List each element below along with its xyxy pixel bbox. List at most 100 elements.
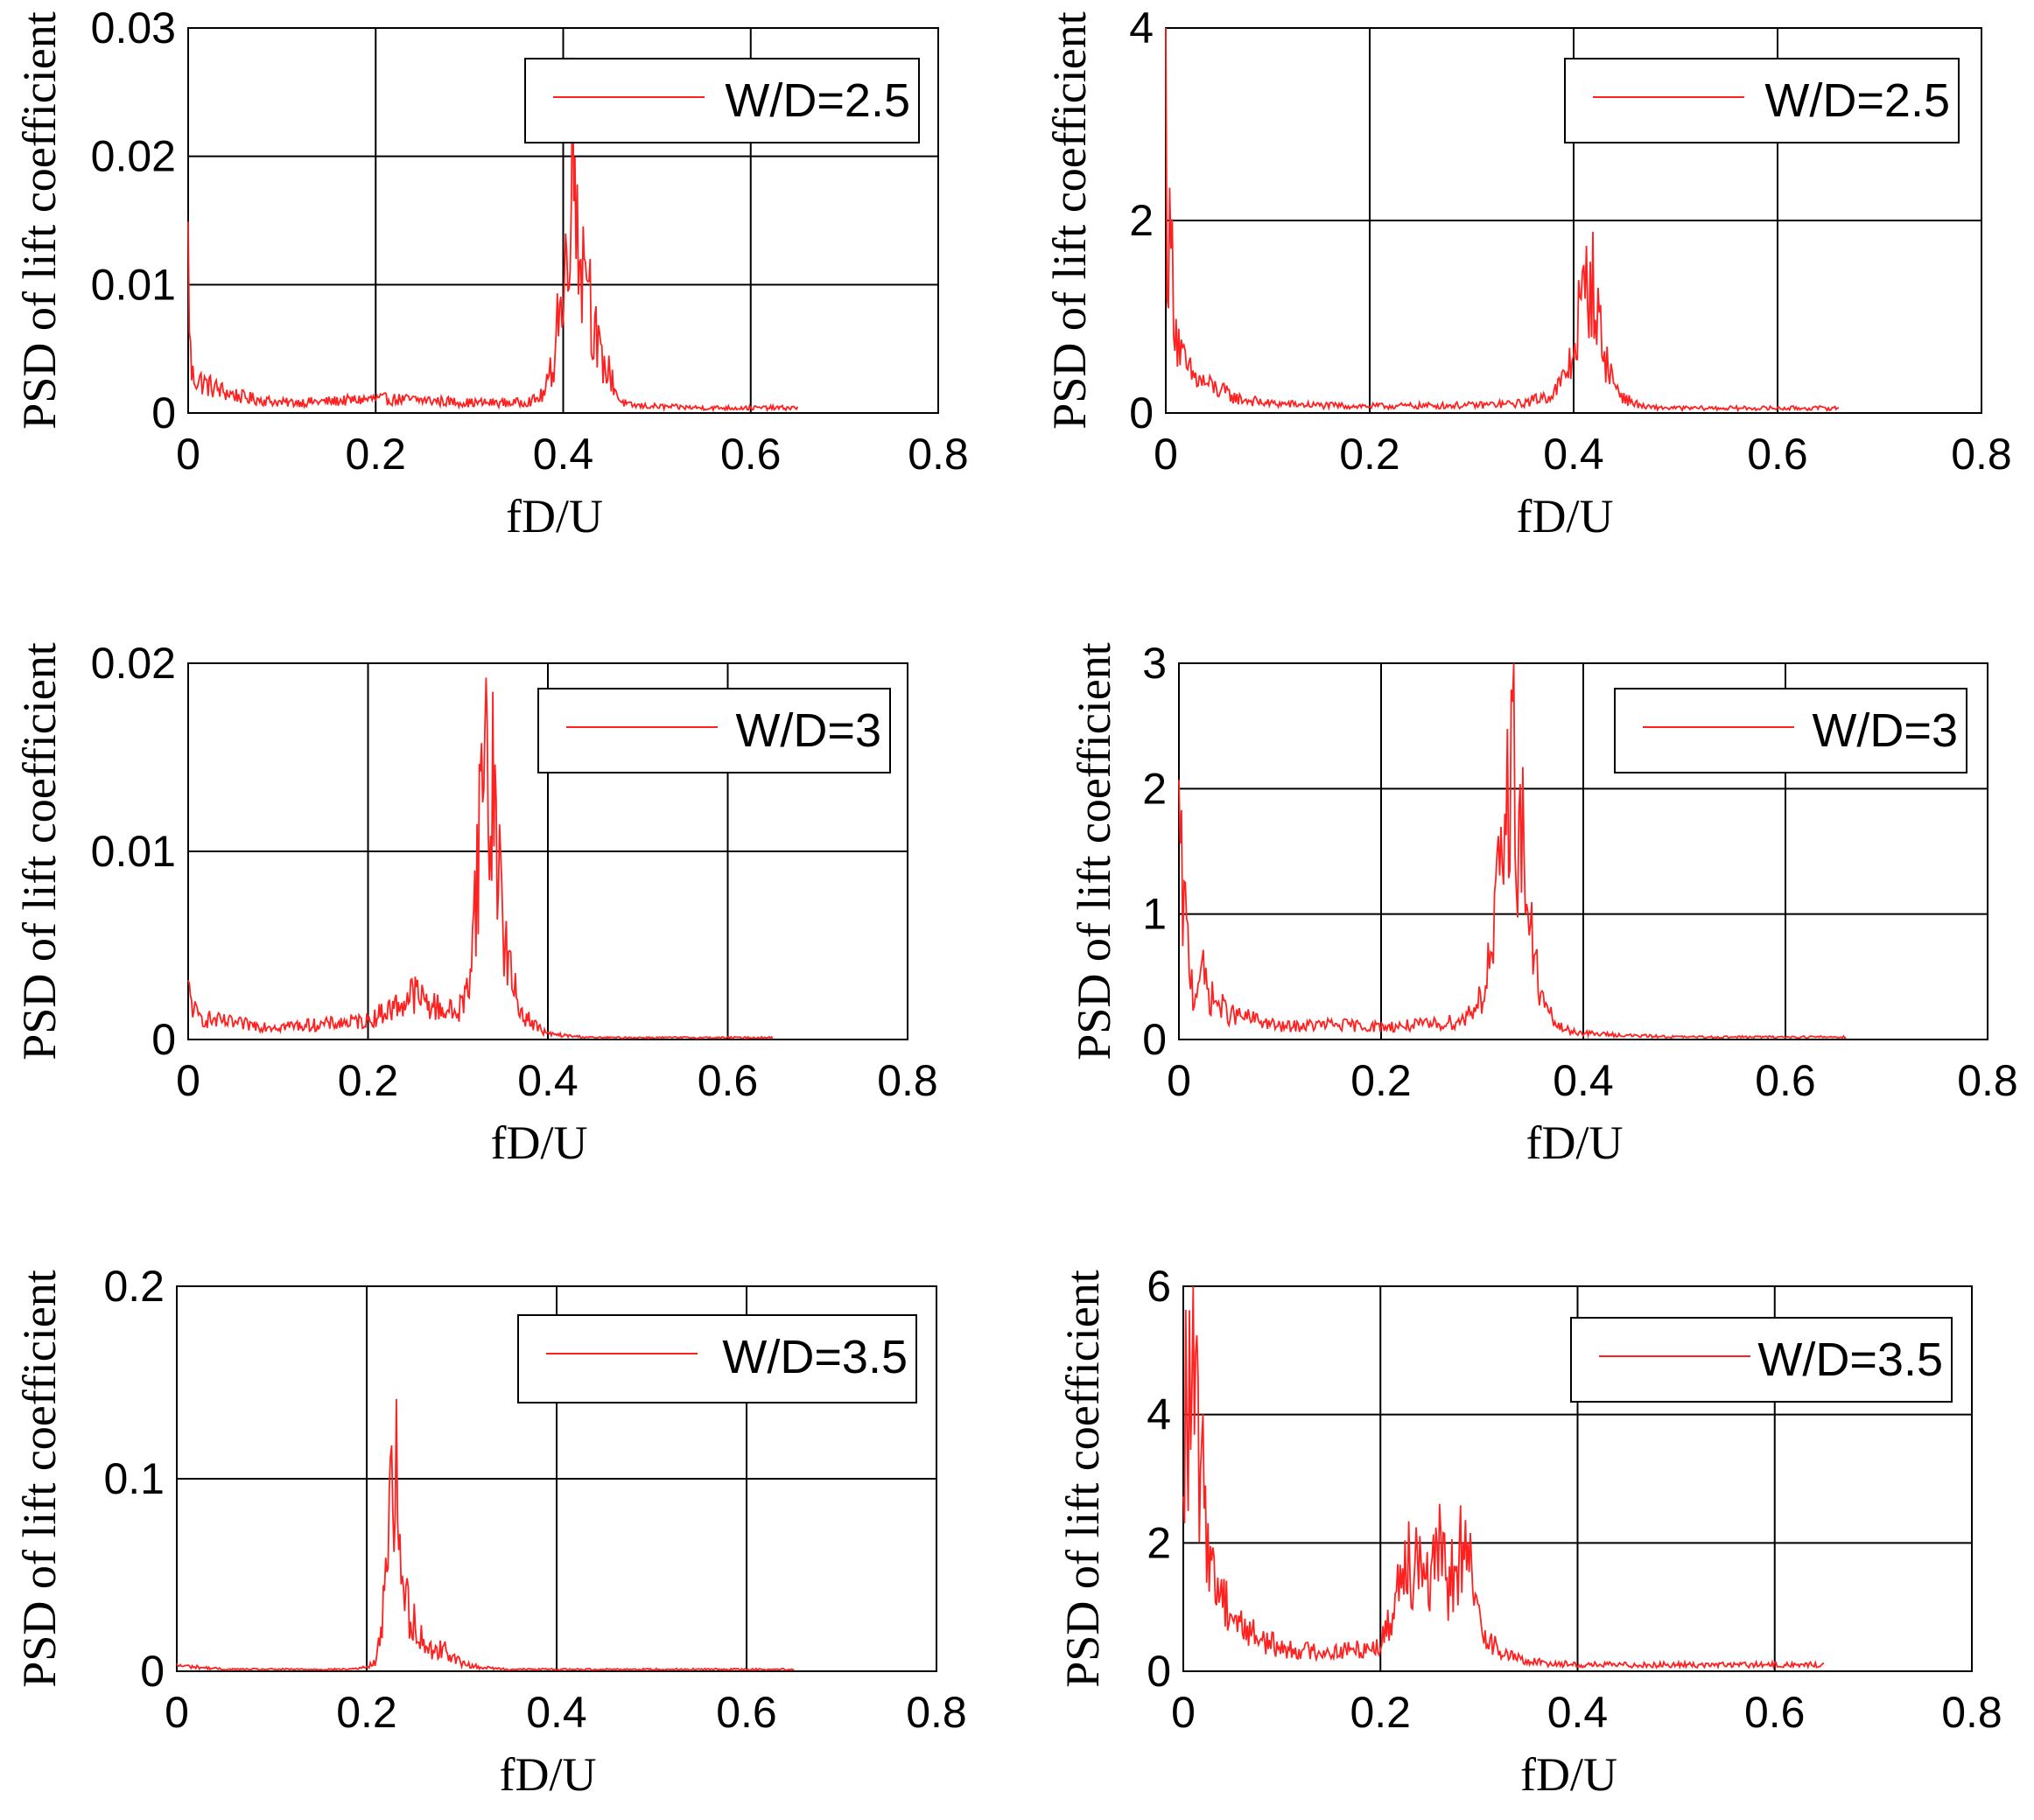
x-tick-label: 0.4	[1543, 430, 1604, 479]
x-tick-label: 0.4	[517, 1056, 579, 1105]
y-tick-label: 1	[1142, 890, 1167, 939]
x-axis-label: fD/U	[1526, 1116, 1624, 1169]
legend: W/D=2.5	[1564, 58, 1960, 144]
legend-label: W/D=3.5	[722, 1331, 908, 1383]
x-axis-label: fD/U	[1520, 1748, 1617, 1801]
legend: W/D=3	[1614, 688, 1967, 774]
psd-series-line	[1165, 27, 1840, 413]
x-tick-label: 0.8	[877, 1056, 938, 1105]
y-tick-label: 0	[1147, 1647, 1171, 1696]
y-tick-label: 0.01	[91, 827, 176, 876]
y-tick-label: 2	[1147, 1518, 1171, 1567]
legend-box	[1614, 688, 1967, 774]
x-tick-label: 0	[176, 1056, 200, 1105]
x-tick-label: 0.2	[1350, 1688, 1411, 1737]
chart-panel-top-right: 0 0.2 0.4 0.6 0.8 0 2 4 fD/U PSD of lift coeffici…	[1043, 4, 2012, 542]
x-tick-label: 0.2	[338, 1056, 399, 1105]
y-axis-label: PSD of lift coefficient	[1056, 1270, 1109, 1687]
y-tick-label: 0	[140, 1647, 165, 1696]
legend-box	[1570, 1317, 1953, 1403]
x-axis-label: fD/U	[491, 1116, 588, 1169]
legend-label: W/D=2.5	[725, 74, 910, 127]
x-axis-label: fD/U	[1517, 490, 1614, 542]
x-tick-label: 0	[1171, 1688, 1196, 1737]
y-tick-label: 0.02	[91, 639, 176, 688]
legend-label: W/D=3.5	[1757, 1334, 1943, 1386]
x-tick-label: 0.6	[1755, 1056, 1816, 1105]
x-tick-label: 0.8	[1957, 1056, 2018, 1105]
y-tick-label: 0.2	[103, 1262, 165, 1311]
psd-series-line	[187, 677, 774, 1040]
y-axis-label: PSD of lift coefficient	[1068, 642, 1120, 1060]
x-tick-label: 0.4	[533, 430, 594, 479]
x-tick-label: 0	[1154, 430, 1178, 479]
axes-frame	[1178, 662, 1988, 1040]
x-tick-label: 0.2	[345, 430, 406, 479]
x-tick-label: 0.6	[1747, 430, 1808, 479]
axes-frame	[187, 27, 939, 414]
axes-frame	[1182, 1285, 1973, 1672]
legend: W/D=3.5	[517, 1314, 917, 1404]
chart-panel-middle-right: 0 0.2 0.4 0.6 0.8 0 1 2 3 fD/U PSD of lift coeffic…	[1068, 639, 2018, 1169]
psd-series-line	[176, 1398, 795, 1672]
x-tick-label: 0.4	[526, 1688, 587, 1737]
legend-box	[1564, 58, 1960, 144]
y-tick-label: 0.03	[91, 4, 176, 52]
chart-panel-middle-left: 0 0.2 0.4 0.6 0.8 0 0.01 0.02 fD/U PSD of lift co…	[13, 639, 938, 1169]
legend-label: W/D=3	[735, 704, 881, 757]
x-tick-label: 0	[1167, 1056, 1191, 1105]
x-tick-label: 0	[176, 430, 200, 479]
legend-box	[537, 688, 891, 774]
legend-box	[524, 58, 920, 144]
y-tick-label: 0	[1129, 388, 1154, 438]
x-tick-label: 0	[165, 1688, 189, 1737]
legend-box	[517, 1314, 917, 1404]
legend: W/D=2.5	[524, 58, 920, 144]
psd-series-line	[1178, 662, 1847, 1040]
psd-series-line	[187, 57, 799, 413]
x-axis-label: fD/U	[506, 490, 603, 542]
x-tick-label: 0.8	[1951, 430, 2012, 479]
x-tick-label: 0.8	[908, 430, 969, 479]
y-axis-label: PSD of lift coefficient	[13, 11, 66, 429]
y-tick-label: 0.1	[103, 1454, 165, 1503]
legend: W/D=3	[537, 688, 891, 774]
y-axis-label: PSD of lift coefficient	[13, 642, 66, 1060]
legend: W/D=3.5	[1570, 1317, 1953, 1403]
y-tick-label: 6	[1147, 1262, 1171, 1311]
chart-panel-bottom-right: 0 0.2 0.4 0.6 0.8 0 2 4 6 fD/U PSD of lift coeffic…	[1056, 1262, 2002, 1801]
y-tick-label: 0	[1142, 1015, 1167, 1064]
y-tick-label: 0.01	[91, 260, 176, 309]
y-tick-label: 3	[1142, 639, 1167, 688]
y-tick-label: 0	[151, 388, 176, 438]
axes-frame	[1165, 27, 1982, 414]
axes-frame	[176, 1285, 937, 1672]
legend-label: W/D=2.5	[1764, 74, 1950, 127]
x-tick-label: 0.6	[1744, 1688, 1806, 1737]
y-axis-label: PSD of lift coefficient	[1043, 11, 1096, 429]
y-axis-label: PSD of lift coefficient	[13, 1270, 66, 1687]
psd-series-line	[1182, 1285, 1825, 1670]
y-tick-label: 0	[151, 1015, 176, 1064]
y-tick-label: 4	[1147, 1390, 1171, 1439]
legend-label: W/D=3	[1812, 704, 1958, 757]
chart-panel-bottom-left: 0 0.2 0.4 0.6 0.8 0 0.1 0.2 fD/U PSD of lift coef…	[13, 1262, 967, 1801]
axes-frame	[187, 662, 908, 1040]
x-tick-label: 0.2	[336, 1688, 397, 1737]
x-tick-label: 0.2	[1350, 1056, 1412, 1105]
x-tick-label: 0.8	[1941, 1688, 2002, 1737]
x-tick-label: 0.6	[720, 430, 782, 479]
y-tick-label: 0.02	[91, 132, 176, 181]
chart-panel-top-left: 0 0.2 0.4 0.6 0.8 0 0.01 0.02 0.03 fD/U PSD of lif…	[13, 4, 969, 542]
x-axis-label: fD/U	[500, 1748, 597, 1801]
x-tick-label: 0.4	[1547, 1688, 1609, 1737]
x-tick-label: 0.2	[1339, 430, 1400, 479]
x-tick-label: 0.6	[698, 1056, 759, 1105]
x-tick-label: 0.4	[1553, 1056, 1614, 1105]
y-tick-label: 4	[1129, 4, 1154, 52]
x-tick-label: 0.8	[906, 1688, 967, 1737]
x-tick-label: 0.6	[716, 1688, 777, 1737]
y-tick-label: 2	[1142, 764, 1167, 813]
y-tick-label: 2	[1129, 196, 1154, 245]
